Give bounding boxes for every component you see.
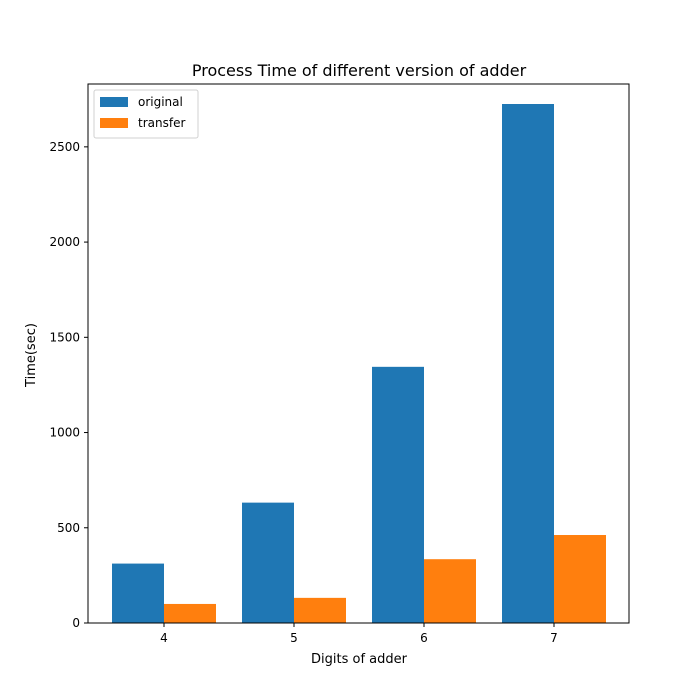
bar-original-5 <box>242 502 294 623</box>
y-tick-label-2000: 2000 <box>49 235 80 249</box>
legend-label-transfer: transfer <box>138 116 185 130</box>
x-tick-label-6: 6 <box>420 631 428 645</box>
legend-label-original: original <box>138 95 183 109</box>
plot-border <box>87 83 630 624</box>
y-tick-label-0: 0 <box>72 616 80 630</box>
x-axis-label: Digits of adder <box>311 652 408 667</box>
x-axis: 4 5 6 7 <box>160 623 558 645</box>
bar-transfer-7 <box>554 535 606 623</box>
bar-transfer-5 <box>294 597 346 623</box>
legend-swatch-original <box>100 97 128 107</box>
bar-transfer-6 <box>424 559 476 623</box>
y-tick-label-2500: 2500 <box>49 140 80 154</box>
legend-swatch-transfer <box>100 118 128 128</box>
bar-transfer-4 <box>164 603 216 623</box>
bar-original-6 <box>372 366 424 623</box>
x-tick-label-7: 7 <box>550 631 558 645</box>
plot-area <box>87 83 630 624</box>
bar-original-4 <box>112 563 164 623</box>
chart-title: Process Time of different version of add… <box>192 61 527 80</box>
y-tick-label-1000: 1000 <box>49 426 80 440</box>
x-tick-label-4: 4 <box>160 631 168 645</box>
y-tick-label-1500: 1500 <box>49 330 80 344</box>
bar-original-7 <box>502 104 554 623</box>
y-tick-label-500: 500 <box>57 521 80 535</box>
x-tick-label-5: 5 <box>290 631 298 645</box>
y-axis: 0 500 1000 1500 2000 2500 <box>49 140 88 630</box>
legend: original transfer <box>93 89 199 139</box>
y-axis-label: Time(sec) <box>24 323 39 388</box>
